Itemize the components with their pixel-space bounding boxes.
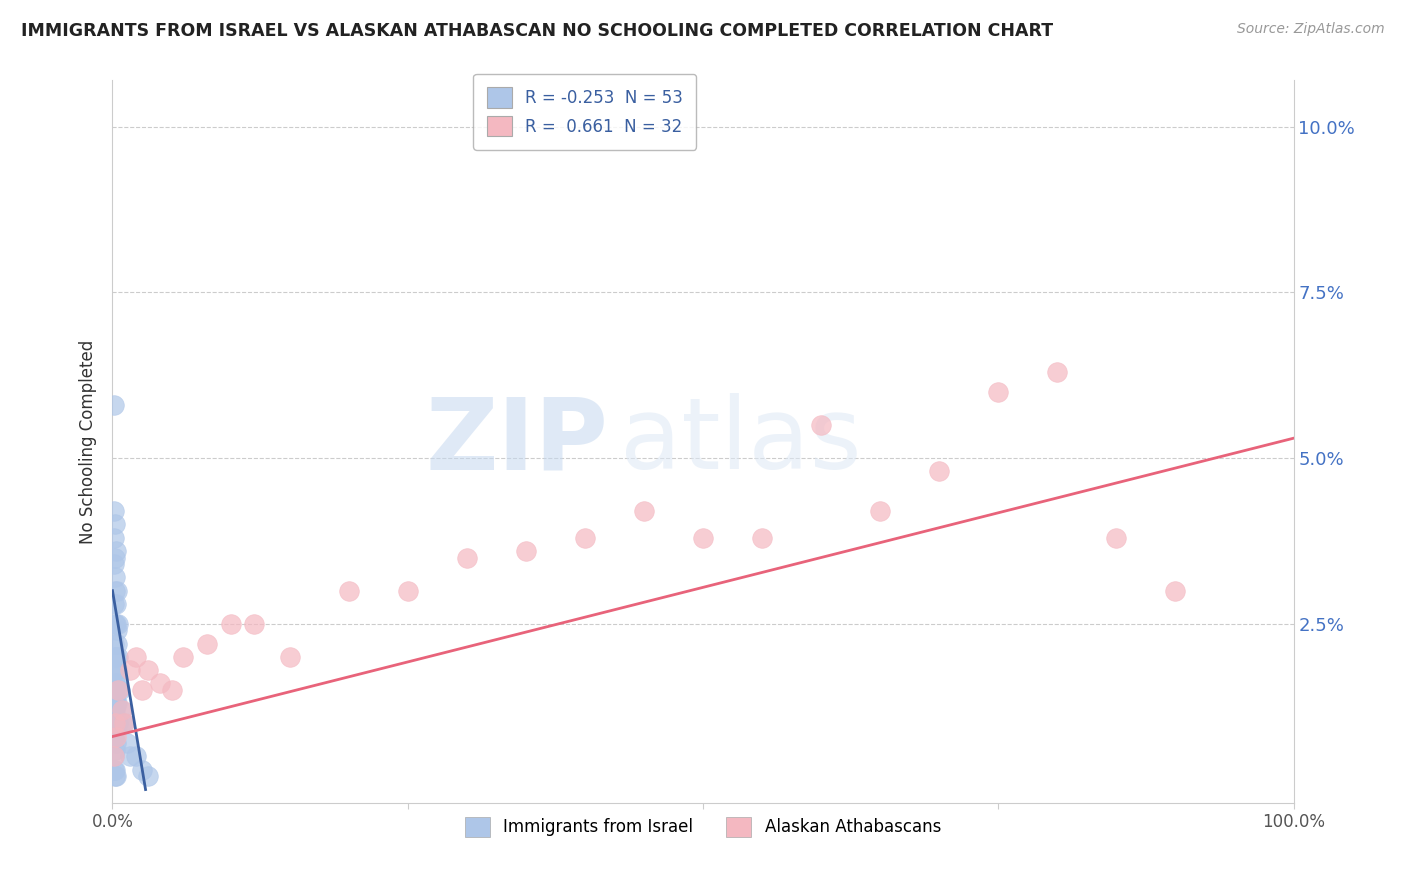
Point bbox=[136, 769, 159, 783]
Point bbox=[104, 583, 127, 598]
Point bbox=[111, 703, 134, 717]
Point bbox=[456, 550, 478, 565]
Point bbox=[105, 583, 128, 598]
Point bbox=[105, 663, 128, 677]
Point bbox=[104, 763, 127, 777]
Point bbox=[104, 616, 127, 631]
Point bbox=[107, 716, 129, 731]
Point bbox=[1105, 531, 1128, 545]
Point bbox=[105, 736, 128, 750]
Point bbox=[104, 570, 127, 584]
Text: Source: ZipAtlas.com: Source: ZipAtlas.com bbox=[1237, 22, 1385, 37]
Point bbox=[105, 637, 128, 651]
Legend: Immigrants from Israel, Alaskan Athabascans: Immigrants from Israel, Alaskan Athabasc… bbox=[453, 805, 953, 848]
Point bbox=[105, 624, 128, 638]
Point bbox=[337, 583, 360, 598]
Point bbox=[104, 690, 127, 704]
Point bbox=[219, 616, 242, 631]
Point bbox=[107, 683, 129, 698]
Point bbox=[125, 650, 148, 665]
Point bbox=[104, 769, 127, 783]
Point bbox=[103, 597, 125, 611]
Point bbox=[103, 504, 125, 518]
Point bbox=[1046, 365, 1069, 379]
Point bbox=[105, 544, 128, 558]
Point bbox=[107, 616, 129, 631]
Point bbox=[1164, 583, 1187, 598]
Point bbox=[103, 637, 125, 651]
Point bbox=[574, 531, 596, 545]
Point bbox=[105, 597, 128, 611]
Point bbox=[111, 716, 134, 731]
Point bbox=[104, 670, 127, 684]
Point bbox=[633, 504, 655, 518]
Point bbox=[104, 550, 127, 565]
Point bbox=[515, 544, 537, 558]
Point bbox=[110, 703, 132, 717]
Point bbox=[103, 716, 125, 731]
Point bbox=[103, 749, 125, 764]
Point bbox=[149, 676, 172, 690]
Point bbox=[103, 531, 125, 545]
Point bbox=[105, 676, 128, 690]
Point bbox=[115, 736, 138, 750]
Point bbox=[103, 557, 125, 571]
Point bbox=[104, 650, 127, 665]
Point bbox=[105, 730, 128, 744]
Point bbox=[103, 703, 125, 717]
Point bbox=[987, 384, 1010, 399]
Point bbox=[104, 716, 127, 731]
Point bbox=[112, 716, 135, 731]
Point bbox=[751, 531, 773, 545]
Point bbox=[112, 716, 135, 731]
Point bbox=[131, 683, 153, 698]
Point bbox=[195, 637, 218, 651]
Point bbox=[105, 616, 128, 631]
Point bbox=[105, 650, 128, 665]
Point bbox=[107, 683, 129, 698]
Point bbox=[105, 769, 128, 783]
Point bbox=[928, 464, 950, 478]
Point bbox=[103, 730, 125, 744]
Point bbox=[103, 683, 125, 698]
Point bbox=[104, 517, 127, 532]
Point bbox=[120, 749, 142, 764]
Point bbox=[125, 749, 148, 764]
Point bbox=[278, 650, 301, 665]
Point bbox=[103, 663, 125, 677]
Point bbox=[160, 683, 183, 698]
Point bbox=[120, 663, 142, 677]
Point bbox=[692, 531, 714, 545]
Point bbox=[103, 398, 125, 412]
Point bbox=[103, 749, 125, 764]
Point bbox=[108, 683, 131, 698]
Point bbox=[810, 417, 832, 432]
Point bbox=[131, 763, 153, 777]
Point bbox=[104, 723, 127, 737]
Point bbox=[107, 650, 129, 665]
Point bbox=[869, 504, 891, 518]
Point bbox=[104, 743, 127, 757]
Point bbox=[396, 583, 419, 598]
Point bbox=[104, 703, 127, 717]
Text: ZIP: ZIP bbox=[426, 393, 609, 490]
Text: IMMIGRANTS FROM ISRAEL VS ALASKAN ATHABASCAN NO SCHOOLING COMPLETED CORRELATION : IMMIGRANTS FROM ISRAEL VS ALASKAN ATHABA… bbox=[21, 22, 1053, 40]
Point bbox=[172, 650, 194, 665]
Text: atlas: atlas bbox=[620, 393, 862, 490]
Point bbox=[136, 663, 159, 677]
Point bbox=[105, 697, 128, 711]
Point bbox=[105, 697, 128, 711]
Y-axis label: No Schooling Completed: No Schooling Completed bbox=[79, 340, 97, 543]
Point bbox=[105, 716, 128, 731]
Point bbox=[103, 763, 125, 777]
Point bbox=[243, 616, 266, 631]
